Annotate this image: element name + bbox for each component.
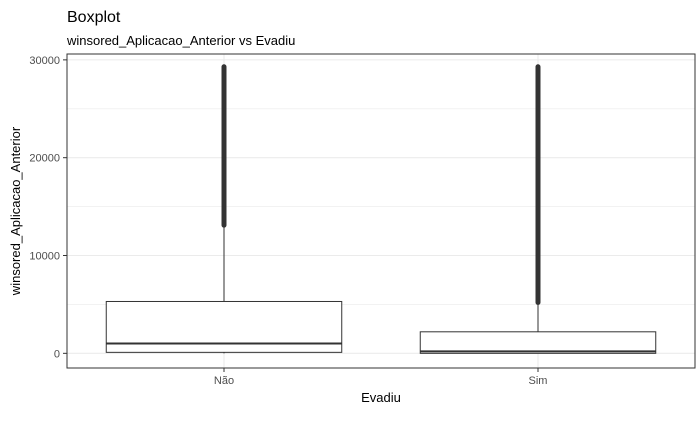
- y-axis-title: winsored_Aplicacao_Anterior: [8, 126, 23, 296]
- panel-border: [66, 53, 696, 369]
- box-iqr: [419, 331, 657, 354]
- y-tick-label: 30000: [29, 55, 60, 67]
- box-1: [105, 64, 343, 354]
- box-2: [419, 64, 657, 354]
- x-axis-title: Evadiu: [361, 390, 401, 405]
- x-tick-label: Sim: [529, 375, 548, 387]
- y-tick-label: 0: [54, 348, 60, 360]
- chart-subtitle: winsored_Aplicacao_Anterior vs Evadiu: [66, 33, 295, 48]
- gridlines: [67, 54, 695, 368]
- box-iqr: [105, 300, 343, 353]
- y-tick-label: 20000: [29, 153, 60, 165]
- chart-title: Boxplot: [67, 9, 121, 26]
- y-axis: 0 10000 20000 30000: [29, 55, 67, 360]
- boxes: [105, 64, 657, 354]
- x-tick-label: Não: [214, 375, 234, 387]
- x-axis: Não Sim: [214, 368, 548, 387]
- y-tick-label: 10000: [29, 251, 60, 263]
